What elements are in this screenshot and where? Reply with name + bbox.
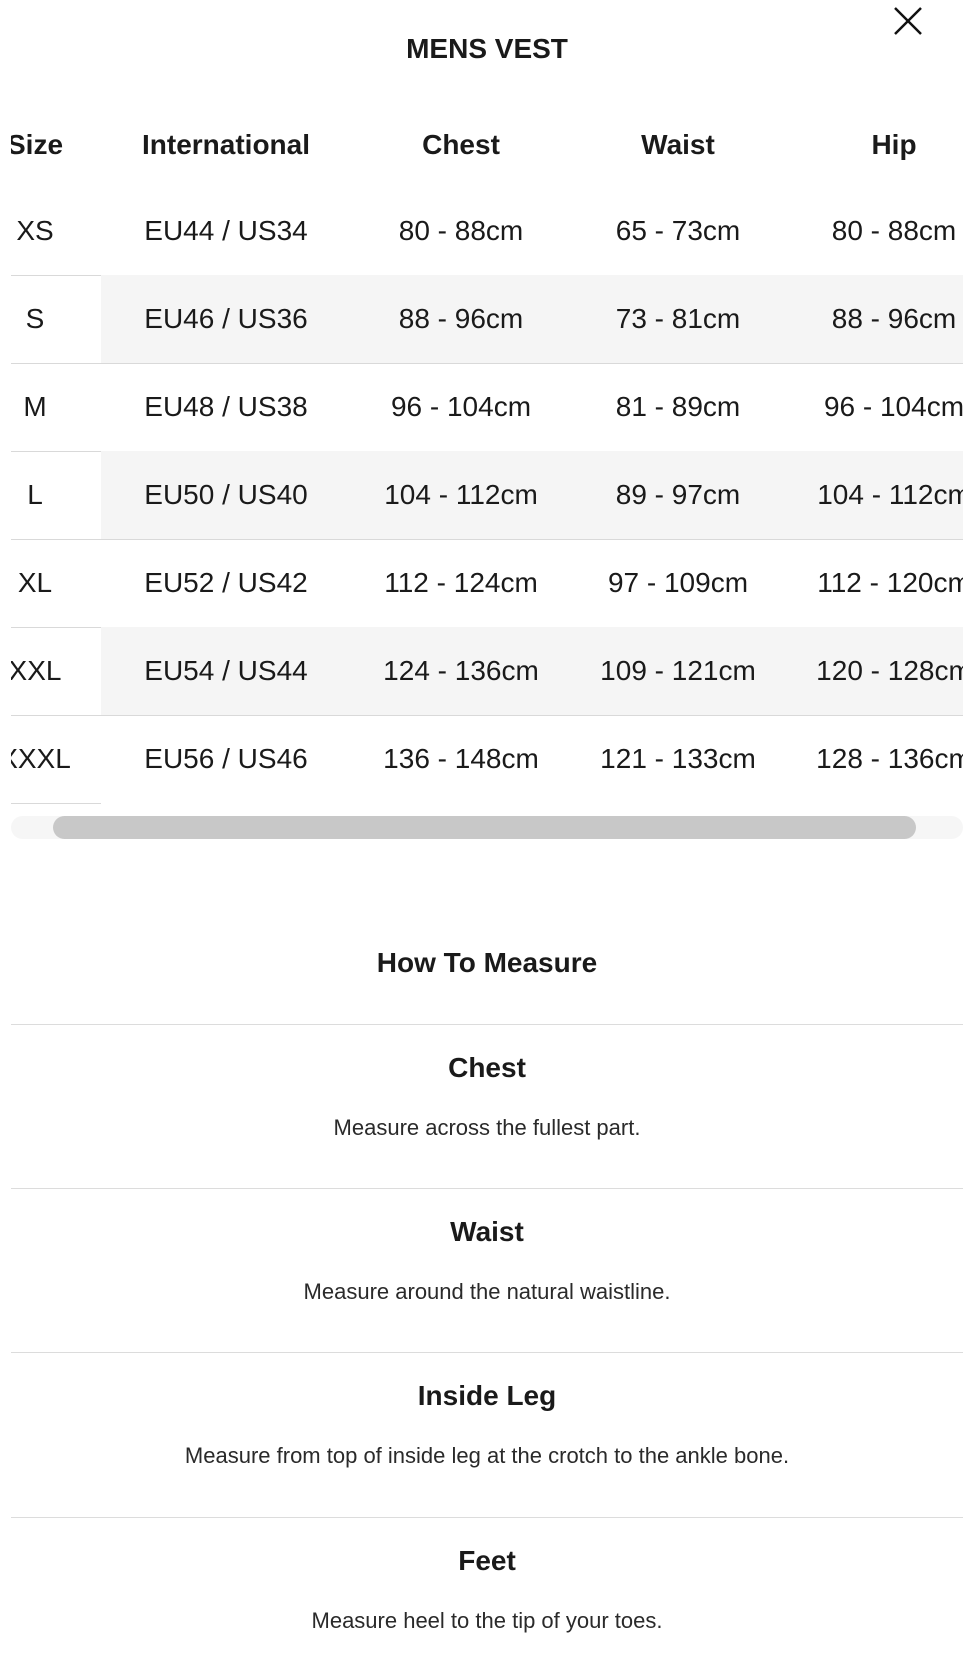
table-cell: XXL xyxy=(11,655,62,686)
table-cell: 80 - 88cm xyxy=(398,215,524,246)
scrollbar-thumb[interactable] xyxy=(53,816,916,839)
close-button[interactable] xyxy=(893,6,923,36)
table-cell: EU54 / US44 xyxy=(144,655,308,686)
table-cell: EU48 / US38 xyxy=(144,391,308,422)
measure-name: Waist xyxy=(450,1216,524,1247)
table-cell: S xyxy=(25,303,45,334)
table-cell: M xyxy=(23,391,47,422)
measure-name: Inside Leg xyxy=(417,1380,557,1411)
table-cell: 104 - 112cm xyxy=(384,479,538,510)
table-cell: 97 - 109cm xyxy=(607,567,749,598)
row-separator xyxy=(11,715,963,716)
table-cell: 121 - 133cm xyxy=(600,743,756,774)
table-cell: 73 - 81cm xyxy=(615,303,741,334)
measure-title: How To Measure xyxy=(376,947,598,978)
divider xyxy=(11,1024,963,1025)
measure-name: Feet xyxy=(458,1545,516,1576)
table-cell: 89 - 97cm xyxy=(615,479,741,510)
table-cell: L xyxy=(27,479,43,510)
table-cell: 128 - 136cm xyxy=(816,743,963,774)
column-header: Hip xyxy=(871,129,917,160)
divider xyxy=(11,1188,963,1189)
row-background xyxy=(101,627,963,715)
table-cell: 65 - 73cm xyxy=(615,215,741,246)
table-cell: 80 - 88cm xyxy=(831,215,957,246)
row-separator xyxy=(11,539,963,540)
table-cell: 136 - 148cm xyxy=(383,743,539,774)
measure-description: Measure around the natural waistline. xyxy=(303,1279,671,1304)
measure-description: Measure across the fullest part. xyxy=(333,1115,641,1140)
table-cell: EU44 / US34 xyxy=(144,215,308,246)
table-cell: EU56 / US46 xyxy=(144,743,308,774)
column-header: International xyxy=(141,129,311,160)
row-separator xyxy=(11,803,101,804)
table-cell: 88 - 96cm xyxy=(398,303,524,334)
table-cell: 104 - 112cm xyxy=(817,479,963,510)
row-separator xyxy=(11,363,963,364)
table-cell: 112 - 120cm xyxy=(817,567,963,598)
size-table[interactable]: Size International Chest Waist Hip XS EU44 / U… xyxy=(11,100,963,810)
table-cell: 81 - 89cm xyxy=(615,391,741,422)
divider xyxy=(11,1352,963,1353)
measure-description: Measure from top of inside leg at the cr… xyxy=(184,1443,790,1468)
table-cell: 120 - 128cm xyxy=(816,655,963,686)
table-cell: EU50 / US40 xyxy=(144,479,308,510)
table-cell: XL xyxy=(17,567,53,598)
table-cell: 109 - 121cm xyxy=(600,655,756,686)
table-cell: 112 - 124cm xyxy=(384,567,538,598)
measure-name: Chest xyxy=(448,1052,526,1083)
table-cell: XXXL xyxy=(11,743,71,774)
column-header: Chest xyxy=(422,129,500,160)
table-cell: 88 - 96cm xyxy=(831,303,957,334)
row-background xyxy=(101,275,963,363)
column-header: Waist xyxy=(641,129,715,160)
column-header: Size xyxy=(11,129,64,160)
measure-description: Measure heel to the tip of your toes. xyxy=(311,1608,663,1633)
table-cell: EU52 / US42 xyxy=(144,567,308,598)
table-cell: 124 - 136cm xyxy=(383,655,539,686)
table-cell: XS xyxy=(16,215,54,246)
page-title: MENS VEST xyxy=(406,33,568,64)
divider xyxy=(11,1517,963,1518)
table-cell: EU46 / US36 xyxy=(144,303,308,334)
row-background xyxy=(101,451,963,539)
table-cell: 96 - 104cm xyxy=(823,391,963,422)
table-cell: 96 - 104cm xyxy=(390,391,532,422)
